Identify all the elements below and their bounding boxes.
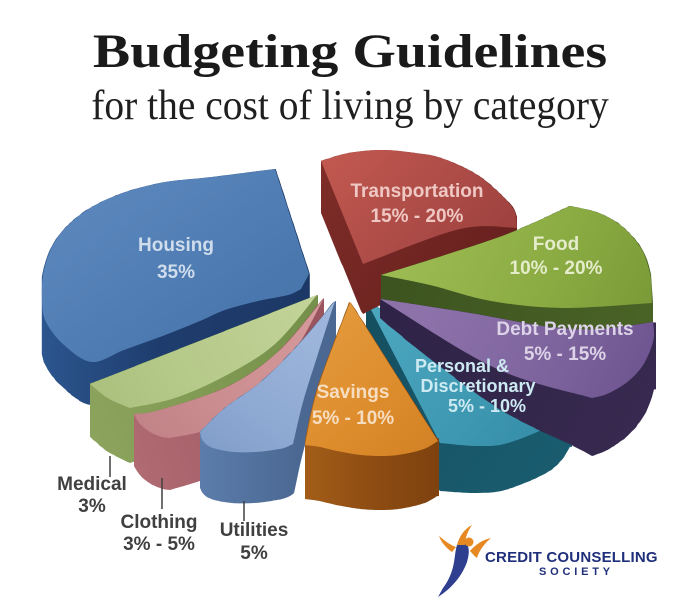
svg-text:Food: Food	[533, 234, 579, 255]
svg-text:15% - 20%: 15% - 20%	[371, 206, 464, 227]
svg-text:5% - 10%: 5% - 10%	[312, 408, 394, 429]
svg-text:Medical: Medical	[57, 474, 127, 495]
svg-text:SOCIETY: SOCIETY	[539, 566, 614, 578]
svg-text:3% - 5%: 3% - 5%	[123, 534, 195, 555]
svg-text:Personal &: Personal &	[415, 356, 509, 376]
svg-text:10% - 20%: 10% - 20%	[510, 258, 603, 279]
svg-text:Clothing: Clothing	[120, 512, 197, 533]
svg-text:Utilities: Utilities	[220, 520, 289, 541]
svg-text:35%: 35%	[157, 262, 195, 283]
svg-text:Discretionary: Discretionary	[420, 376, 535, 396]
svg-text:5% - 15%: 5% - 15%	[524, 344, 606, 365]
svg-text:Savings: Savings	[317, 382, 390, 403]
svg-text:Housing: Housing	[138, 235, 214, 256]
svg-text:Transportation: Transportation	[350, 181, 483, 202]
svg-text:3%: 3%	[78, 496, 106, 517]
svg-text:5%: 5%	[240, 543, 268, 564]
svg-text:CREDIT COUNSELLING: CREDIT COUNSELLING	[485, 549, 658, 566]
svg-text:5% - 10%: 5% - 10%	[448, 396, 526, 416]
svg-text:Debt Payments: Debt Payments	[496, 319, 633, 340]
